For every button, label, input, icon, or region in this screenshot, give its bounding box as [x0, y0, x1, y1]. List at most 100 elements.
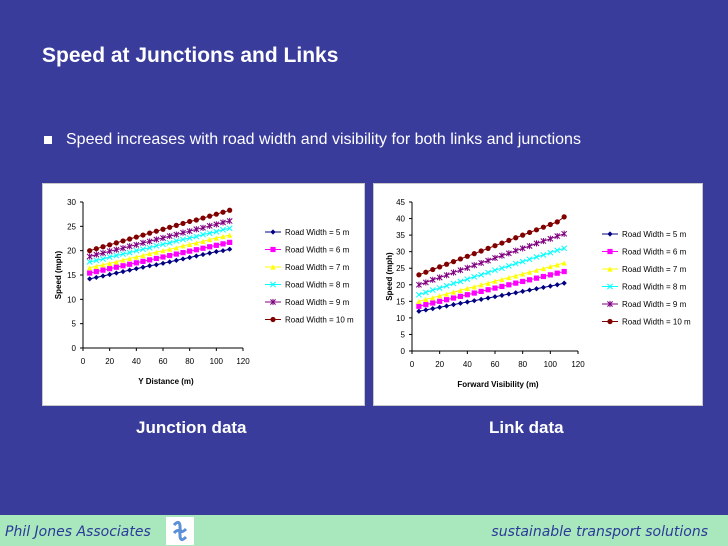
data-point: [485, 245, 491, 251]
x-tick-label: 80: [518, 360, 527, 369]
data-point: [220, 248, 226, 254]
legend-label: Road Width = 10 m: [622, 318, 691, 327]
data-point: [153, 236, 160, 243]
y-tick-label: 25: [396, 264, 405, 273]
y-tick-label: 0: [401, 347, 406, 356]
data-point: [107, 266, 113, 272]
data-point: [526, 287, 533, 293]
legend-label: Road Width = 9 m: [285, 298, 350, 307]
data-point: [526, 242, 533, 250]
series-line: [418, 282, 565, 312]
legend-marker: [607, 318, 613, 325]
data-point: [437, 264, 443, 270]
data-point: [167, 259, 173, 265]
x-tick-label: 0: [81, 357, 86, 366]
y-tick-label: 5: [72, 320, 77, 329]
data-point: [206, 222, 213, 229]
data-point: [423, 296, 429, 302]
legend-marker: [607, 266, 613, 272]
data-point: [213, 211, 219, 217]
data-point: [520, 232, 526, 238]
data-point: [166, 239, 173, 246]
data-point: [547, 283, 553, 289]
data-point: [436, 274, 443, 281]
data-point: [430, 300, 436, 306]
y-tick-label: 30: [67, 198, 76, 207]
data-point: [173, 222, 179, 228]
data-point: [533, 275, 540, 281]
data-point: [519, 245, 526, 252]
data-point: [207, 250, 213, 256]
series-line: [89, 220, 230, 257]
footer-company-name: Phil Jones Associates: [5, 524, 151, 540]
data-point: [457, 256, 464, 262]
data-point: [485, 295, 491, 301]
series-3: [416, 260, 567, 304]
data-point: [213, 235, 219, 241]
data-point: [443, 261, 450, 267]
link-chart-panel: 0 5 10 15 20 25 30 35 40 45 0 20 40 60 80 100 120 Forward…: [373, 183, 703, 406]
y-tick-label: 25: [67, 222, 76, 231]
company-logo-icon: [166, 517, 194, 545]
data-point: [485, 257, 492, 264]
data-point: [133, 247, 140, 254]
data-point: [93, 251, 100, 258]
data-point: [140, 252, 146, 259]
series-line: [89, 227, 230, 263]
legend-marker: [607, 248, 613, 255]
data-point: [100, 250, 106, 257]
data-point: [220, 241, 226, 247]
data-point: [499, 240, 505, 246]
x-tick-label: 120: [236, 357, 250, 366]
y-tick-label: 0: [72, 344, 77, 353]
data-point: [492, 294, 498, 300]
data-point: [93, 246, 99, 252]
footer-tagline: sustainable transport solutions: [491, 524, 708, 540]
y-tick-label: 30: [396, 248, 405, 257]
legend-label: Road Width = 5 m: [622, 230, 687, 239]
x-tick-label: 60: [159, 357, 168, 366]
data-point: [100, 255, 106, 262]
legend-marker: [270, 298, 276, 306]
data-point: [120, 251, 126, 258]
data-point: [520, 288, 526, 294]
data-point: [540, 273, 547, 280]
data-point: [207, 236, 213, 243]
x-tick-label: 0: [410, 360, 415, 369]
data-point: [547, 249, 554, 256]
data-point: [416, 298, 422, 304]
data-point: [167, 224, 173, 230]
data-point: [471, 251, 477, 257]
data-point: [180, 236, 186, 243]
data-point: [113, 264, 119, 270]
legend-label: Road Width = 6 m: [622, 248, 687, 257]
y-tick-label: 45: [396, 198, 405, 207]
data-point: [86, 258, 93, 265]
data-point: [471, 298, 477, 304]
data-point: [547, 235, 554, 242]
legend-marker: [270, 281, 276, 288]
series-line: [89, 209, 230, 252]
data-point: [561, 245, 568, 252]
legend-label: Road Width = 8 m: [285, 281, 350, 290]
junction-chart: 0 5 10 15 20 25 30 0 20 40 60 80 100 120 Y Distance (m…: [54, 198, 354, 386]
data-point: [126, 249, 133, 256]
data-point: [100, 267, 106, 273]
series-4: [415, 245, 568, 298]
data-point: [498, 265, 505, 272]
y-tick-label: 35: [396, 231, 405, 240]
y-tick-label: 40: [396, 215, 405, 224]
data-point: [107, 242, 113, 248]
data-point: [533, 254, 540, 260]
data-point: [147, 230, 153, 236]
data-point: [127, 261, 133, 267]
y-axis-label: Speed (mph): [385, 252, 394, 301]
data-point: [457, 293, 464, 299]
data-point: [213, 228, 220, 235]
data-point: [478, 271, 485, 278]
data-point: [120, 245, 126, 252]
data-point: [187, 241, 193, 247]
data-point: [167, 246, 173, 252]
y-tick-label: 10: [396, 314, 405, 323]
legend-entry: Road Width = 5 m: [602, 230, 687, 239]
